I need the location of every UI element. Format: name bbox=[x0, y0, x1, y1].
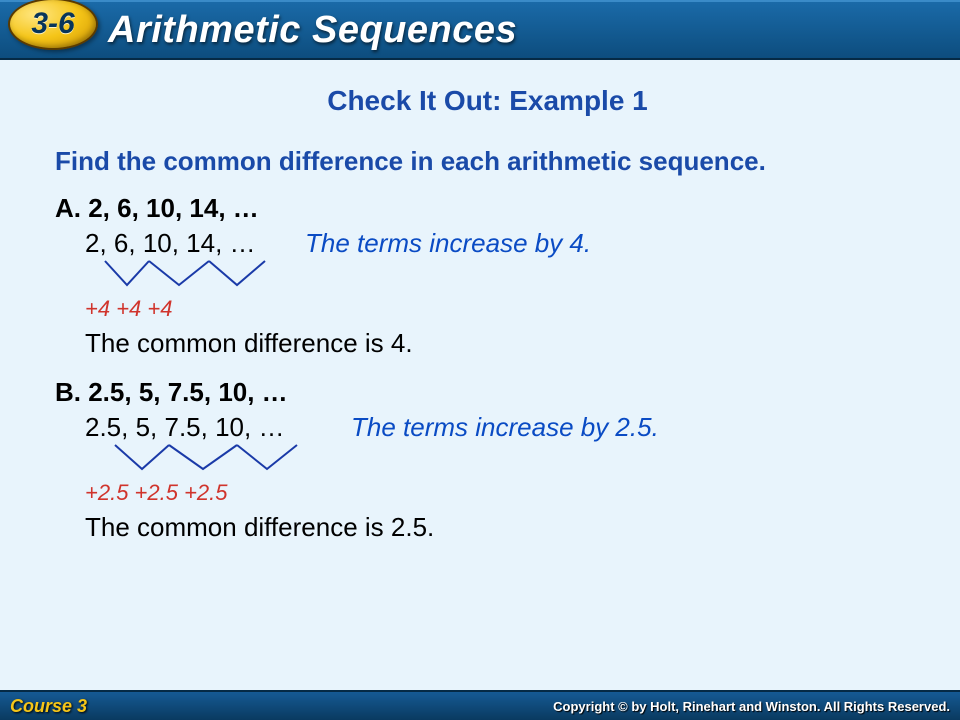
part-a-conclusion: The common difference is 4. bbox=[85, 328, 920, 359]
slide-content: Check It Out: Example 1 Find the common … bbox=[55, 85, 920, 561]
part-a-sequence: 2, 6, 10, 14, … bbox=[85, 228, 277, 259]
part-b-sequence: 2.5, 5, 7.5, 10, … bbox=[85, 412, 323, 443]
part-b-conclusion: The common difference is 2.5. bbox=[85, 512, 920, 543]
part-a-differences: +4 +4 +4 bbox=[85, 296, 277, 322]
example-title: Check It Out: Example 1 bbox=[55, 85, 920, 117]
part-b-differences: +2.5 +2.5 +2.5 bbox=[85, 480, 323, 506]
part-b: B. 2.5, 5, 7.5, 10, … 2.5, 5, 7.5, 10, …… bbox=[55, 377, 920, 543]
lesson-number: 3-6 bbox=[31, 7, 74, 41]
lesson-title: Arithmetic Sequences bbox=[108, 9, 517, 52]
lesson-number-badge: 3-6 bbox=[8, 0, 98, 50]
part-a-label: A. 2, 6, 10, 14, … bbox=[55, 193, 920, 224]
part-a-zigzag bbox=[87, 259, 277, 291]
instruction-text: Find the common difference in each arith… bbox=[55, 145, 920, 179]
part-b-label: B. 2.5, 5, 7.5, 10, … bbox=[55, 377, 920, 408]
part-a-explanation: The terms increase by 4. bbox=[305, 228, 591, 259]
part-a: A. 2, 6, 10, 14, … 2, 6, 10, 14, … +4 +4… bbox=[55, 193, 920, 359]
header-bar: 3-6 Arithmetic Sequences bbox=[0, 0, 960, 60]
course-label: Course 3 bbox=[10, 696, 87, 717]
part-b-explanation: The terms increase by 2.5. bbox=[351, 412, 659, 443]
part-b-zigzag bbox=[87, 443, 323, 475]
copyright-text: Copyright © by Holt, Rinehart and Winsto… bbox=[553, 699, 950, 714]
footer-bar: Course 3 Copyright © by Holt, Rinehart a… bbox=[0, 690, 960, 720]
